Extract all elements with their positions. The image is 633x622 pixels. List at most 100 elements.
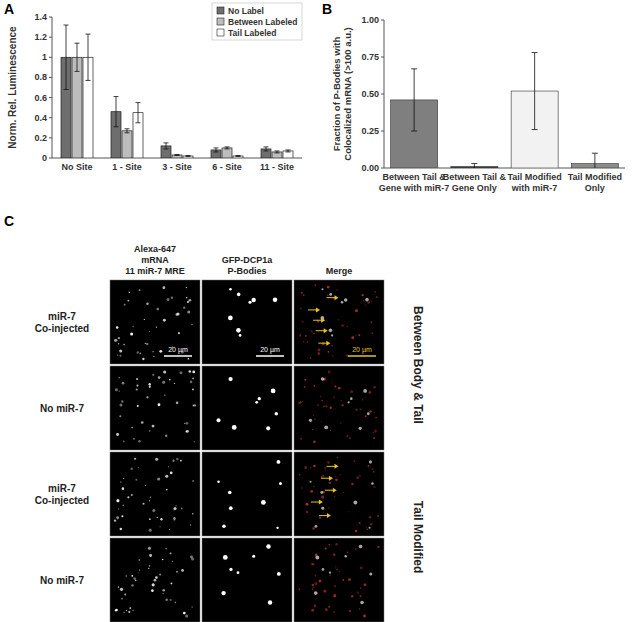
- spot: [275, 412, 278, 415]
- spot: [365, 298, 369, 302]
- spot: [136, 388, 138, 390]
- spot: [131, 427, 132, 428]
- spot: [140, 353, 142, 355]
- spot: [369, 527, 371, 529]
- spot: [228, 316, 233, 321]
- error-cap: [175, 154, 180, 155]
- spot: [164, 395, 165, 396]
- spot: [175, 602, 177, 604]
- spot: [359, 545, 363, 549]
- spot: [373, 432, 374, 433]
- spot: [115, 388, 118, 391]
- spot: [322, 400, 323, 401]
- panel-b: BFraction of P-Bodies withColocalized mR…: [322, 1, 625, 193]
- spot: [152, 351, 154, 353]
- text-line: with miR-7: [511, 183, 558, 193]
- spot: [162, 286, 165, 289]
- spot: [190, 556, 193, 559]
- error-cap: [592, 153, 598, 154]
- text-line: No miR-7: [40, 403, 84, 414]
- spot: [338, 387, 341, 390]
- y-tick-label: 0.75: [361, 52, 379, 62]
- spot: [335, 476, 336, 477]
- spot: [130, 467, 132, 469]
- row-label: miR-7Co-injected: [35, 311, 89, 334]
- spot: [311, 609, 314, 612]
- spot: [139, 289, 141, 291]
- spot: [317, 522, 318, 523]
- spot: [121, 515, 123, 517]
- spot: [144, 319, 145, 320]
- legend-label: Between Labeled: [228, 17, 297, 27]
- spot: [361, 294, 363, 296]
- spot: [348, 578, 351, 581]
- spot: [324, 467, 326, 469]
- arrow-head: [319, 500, 323, 505]
- spot: [135, 479, 137, 481]
- text-line: Gene with miR-7: [379, 183, 450, 193]
- bar: [222, 148, 232, 158]
- error-cap: [411, 131, 417, 132]
- spot: [173, 517, 176, 520]
- spot: [271, 389, 276, 394]
- spot: [277, 572, 281, 576]
- error-cap: [225, 146, 230, 147]
- spot: [331, 334, 333, 336]
- spot: [373, 437, 375, 439]
- error-cap: [214, 151, 219, 152]
- spot: [149, 331, 150, 332]
- spot: [321, 288, 323, 290]
- text-line: 11 miR-7 MRE: [125, 266, 185, 276]
- image-frame: [202, 538, 292, 622]
- spot: [329, 329, 333, 333]
- spot: [266, 426, 270, 430]
- spot: [165, 598, 168, 601]
- spot: [367, 412, 370, 415]
- spot: [174, 507, 177, 510]
- spot: [313, 465, 315, 467]
- spot: [370, 321, 372, 323]
- spot: [369, 572, 372, 575]
- spot: [170, 553, 172, 555]
- spot: [192, 371, 195, 374]
- spot: [375, 417, 377, 419]
- spot: [360, 601, 364, 605]
- arrow-head: [321, 318, 325, 323]
- spot: [373, 486, 375, 488]
- spot: [149, 554, 152, 557]
- spot: [118, 337, 120, 339]
- spot: [363, 615, 366, 618]
- spot: [157, 477, 160, 480]
- micrograph: 20 µm: [294, 280, 384, 364]
- spot: [119, 377, 120, 378]
- spot: [192, 389, 194, 391]
- spot: [298, 588, 300, 590]
- error-line: [474, 164, 475, 168]
- spot: [134, 458, 136, 460]
- spot: [360, 567, 363, 570]
- spot: [171, 296, 173, 298]
- spot: [314, 582, 317, 585]
- group-label: Between Body & Tail: [411, 306, 425, 424]
- legend: No LabelBetween LabeledTail Labeled: [212, 3, 302, 40]
- error-line: [116, 97, 117, 127]
- error-bar: [136, 103, 141, 123]
- spot: [146, 343, 148, 345]
- spot: [341, 324, 344, 327]
- x-tick-label: 11 - Site: [260, 162, 294, 172]
- error-cap: [186, 156, 191, 157]
- spot: [172, 460, 174, 462]
- spot: [228, 491, 232, 495]
- spot: [118, 390, 120, 392]
- error-cap: [275, 152, 280, 153]
- y-tick-label: 1: [42, 52, 47, 62]
- spot: [148, 568, 149, 569]
- spot: [364, 583, 367, 586]
- micrograph: [294, 452, 384, 536]
- legend-label: Tail Labeled: [228, 28, 277, 38]
- spot: [330, 575, 331, 576]
- text-line: Co-injected: [35, 495, 89, 506]
- x-tick-label: No Site: [61, 162, 92, 172]
- spot: [360, 409, 362, 411]
- spot: [165, 475, 168, 478]
